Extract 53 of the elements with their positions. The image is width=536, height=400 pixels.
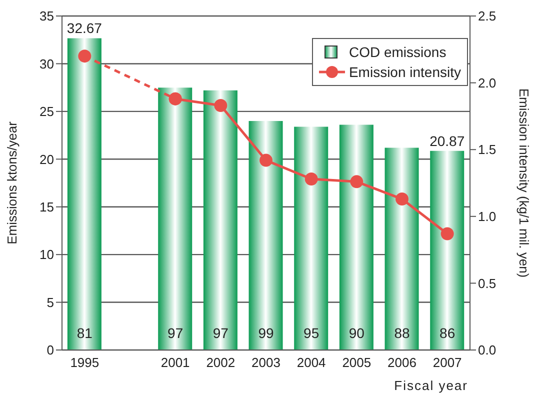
bar: [67, 38, 102, 350]
data-label: 20.87: [430, 132, 465, 149]
annotation: 86: [440, 325, 456, 341]
x-axis-title: Fiscal year: [394, 378, 468, 393]
point: [168, 92, 182, 106]
bar: [430, 150, 464, 350]
point: [396, 192, 408, 206]
y2-tick-label: 0.0: [478, 342, 496, 358]
annotation: 99: [258, 325, 274, 341]
point: [304, 172, 318, 186]
y2-axis-title: Emission intensity (kg/1 mil. yen): [516, 88, 532, 278]
y-tick-label: 5: [46, 294, 54, 310]
bar: [248, 120, 283, 350]
y-tick-label: 20: [40, 152, 54, 167]
y-tick-label: 0: [46, 342, 54, 358]
legend-label: COD emissions: [348, 43, 446, 62]
x-tick-label: 2005: [342, 355, 372, 370]
y2-tick-label: 1.5: [478, 142, 496, 158]
annotation: 88: [394, 325, 410, 341]
annotation: 97: [212, 325, 229, 341]
legend-label: Emission intensity: [348, 63, 461, 82]
bar: [203, 90, 238, 350]
x-tick-label: 2002: [206, 355, 236, 370]
y2-tick-label: 0.5: [478, 276, 496, 291]
point: [440, 227, 454, 240]
y-tick-label: 35: [40, 8, 54, 24]
annotation: 90: [348, 325, 365, 341]
bar: [384, 148, 419, 350]
bar: [294, 126, 328, 350]
bar: [158, 88, 192, 350]
y-tick-label: 15: [40, 199, 54, 214]
y2-tick-label: 2.5: [478, 8, 496, 24]
point: [260, 154, 272, 167]
y-tick-label: 30: [40, 56, 54, 72]
x-tick-label: 1995: [70, 355, 100, 370]
x-tick-label: 2006: [388, 355, 416, 370]
point: [78, 50, 92, 63]
x-tick-label: 2003: [252, 355, 280, 370]
data-label: 32.67: [66, 20, 102, 36]
x-tick-label: 2004: [296, 355, 326, 370]
y2-tick-label: 2.0: [478, 75, 496, 90]
bar: [339, 124, 374, 350]
annotation: 95: [304, 325, 320, 341]
y-tick-label: 10: [40, 247, 54, 262]
y-tick-label: 25: [40, 104, 54, 120]
y2-tick-label: 1.0: [478, 209, 496, 224]
x-tick-label: 2001: [160, 355, 190, 370]
y-axis-title: Emissions ktons/year: [4, 120, 20, 244]
point: [350, 175, 364, 188]
annotation: 97: [168, 325, 184, 341]
annotation: 81: [76, 325, 93, 341]
x-tick-label: 2007: [432, 355, 462, 370]
point: [214, 99, 228, 112]
